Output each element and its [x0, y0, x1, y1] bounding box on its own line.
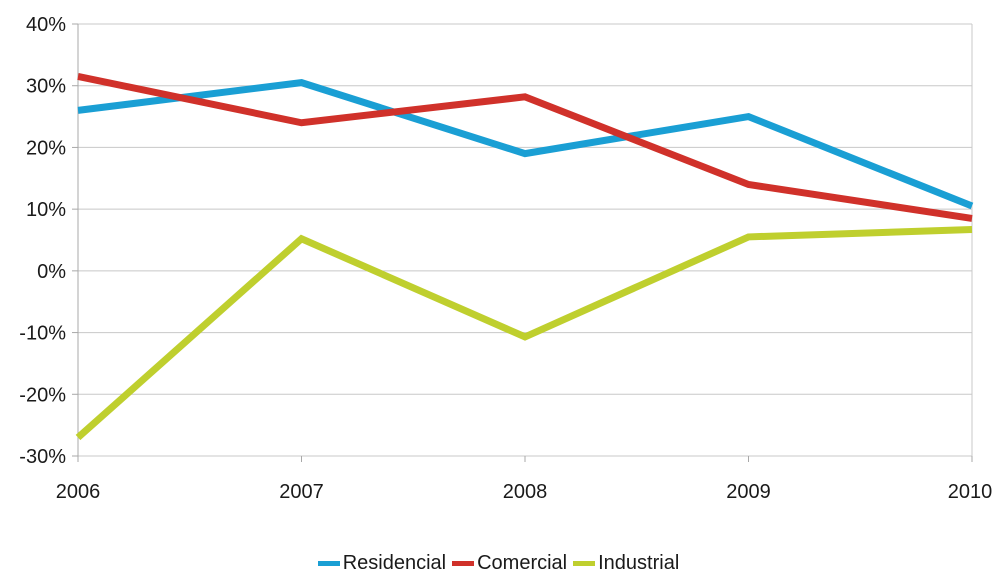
legend-item-residencial: Residencial [317, 552, 447, 574]
legend-swatch [317, 560, 340, 566]
y-tick-label: -10% [19, 323, 66, 345]
y-tick-label: 30% [26, 76, 66, 98]
legend-item-comercial: Comercial [452, 552, 567, 574]
legend: Residencial Comercial Industrial [0, 552, 997, 574]
series-line-residencial [77, 79, 974, 210]
x-tick-label: 2006 [56, 481, 101, 503]
y-tick-label: 40% [26, 14, 66, 36]
series-line-comercial [77, 73, 973, 222]
x-axis-tick-labels: 2006 2007 2008 2009 2010 [56, 481, 993, 503]
axes [72, 23, 973, 462]
y-tick-label: 10% [26, 199, 66, 221]
legend-swatch [573, 560, 596, 566]
y-tick-label: -20% [19, 384, 66, 406]
x-tick-label: 2010 [948, 481, 993, 503]
y-axis-tick-labels: 40% 30% 20% 10% 0% -10% -20% -30% [19, 14, 66, 468]
y-tick-label: 20% [26, 137, 66, 159]
legend-label: Comercial [477, 552, 568, 574]
legend-label: Industrial [598, 552, 680, 574]
y-tick-label: -30% [19, 446, 66, 468]
x-tick-label: 2009 [726, 481, 771, 503]
legend-item-industrial: Industrial [573, 552, 679, 574]
legend-swatch [452, 560, 475, 566]
grid-lines [78, 23, 972, 457]
x-tick-label: 2008 [503, 481, 548, 503]
series-lines [75, 73, 974, 441]
x-tick-label: 2007 [279, 481, 324, 503]
series-line-industrial [75, 226, 973, 441]
legend-label: Residencial [342, 552, 447, 574]
y-tick-label: 0% [37, 261, 66, 283]
